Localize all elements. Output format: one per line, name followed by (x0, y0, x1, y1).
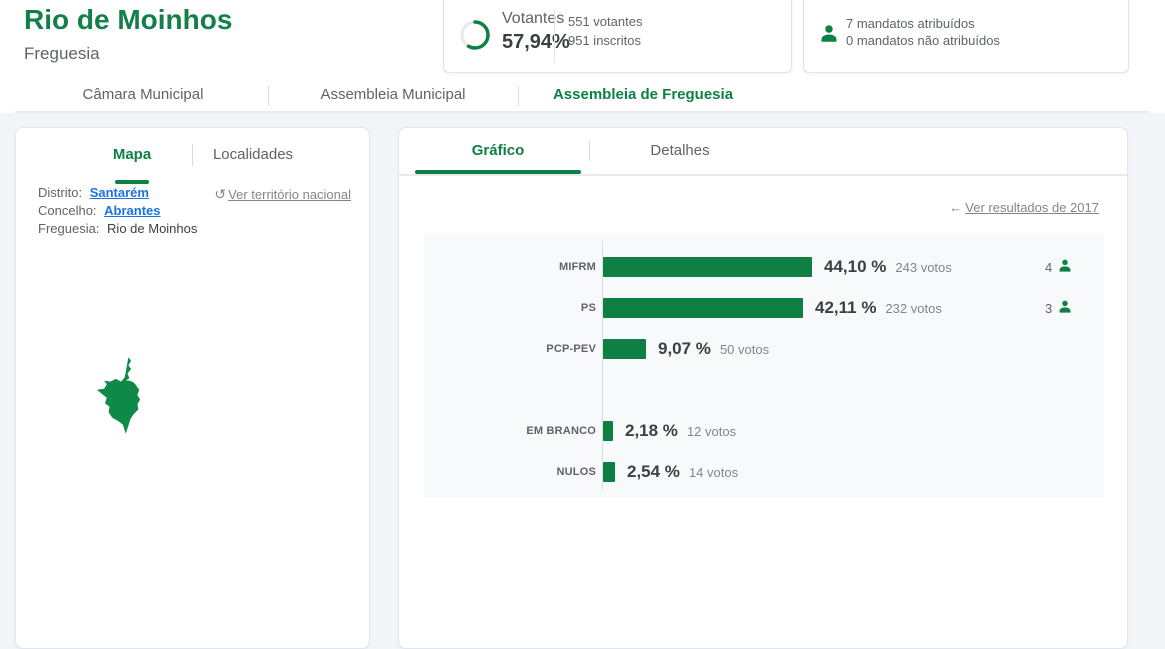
turnout-details: 551 votantes 951 inscritos (568, 12, 642, 50)
result-bar[interactable] (603, 421, 613, 441)
bar-values: 44,10 % 243 votos (824, 247, 952, 287)
tabs-baseline (15, 111, 1150, 113)
district-row: Distrito: Santarém (38, 184, 197, 202)
votes-count: 50 votos (719, 341, 770, 357)
party-label: MIFRM (558, 261, 596, 273)
parish-row: Freguesia: Rio de Moinhos (38, 220, 197, 238)
chart-row: PS 42,11 % 232 votos 3 (424, 288, 1104, 328)
municipality-row: Concelho: Abrantes (38, 202, 197, 220)
tabs-baseline (399, 174, 1127, 176)
tab-divider (268, 86, 269, 106)
turnout-percent: 57,94% (502, 31, 570, 53)
bar-values: 2,18 % 12 votos (625, 411, 736, 451)
location-breadcrumb: Distrito: Santarém Concelho: Abrantes Fr… (38, 184, 197, 238)
mandates-unassigned: 0 mandatos não atribuídos (846, 33, 1000, 48)
tab-grafico[interactable]: Gráfico (407, 128, 589, 174)
tab-mapa[interactable]: Mapa (72, 146, 192, 184)
chart-row: EM BRANCO 2,18 % 12 votos (424, 411, 1104, 451)
chart-axis (602, 241, 603, 490)
map-panel: Mapa Localidades Distrito: Santarém Conc… (15, 127, 370, 649)
undo-icon: ↺ (214, 186, 227, 202)
results-2017-label: Ver resultados de 2017 (965, 200, 1099, 215)
results-tabs: Gráfico Detalhes (407, 128, 771, 174)
bar-values: 42,11 % 232 votos (815, 288, 942, 328)
left-arrow-icon: ← (949, 200, 963, 215)
mandates-assigned: 7 mandatos atribuídos (846, 16, 975, 31)
tab-camara-municipal[interactable]: Câmara Municipal (18, 84, 268, 113)
tab-label: Localidades (212, 146, 294, 163)
tab-label: Detalhes (650, 142, 710, 159)
tab-label: Mapa (112, 146, 152, 163)
party-label: PCP-PEV (546, 343, 596, 355)
chart-row: NULOS 2,54 % 14 votos (424, 452, 1104, 492)
votes-count: 232 votos (885, 300, 942, 316)
tab-divider (589, 141, 590, 161)
mandates-details: 7 mandatos atribuídos 0 mandatos não atr… (846, 15, 1000, 49)
bar-values: 2,54 % 14 votos (627, 452, 738, 492)
voters-count: 551 votantes (568, 14, 643, 29)
result-bar[interactable] (603, 257, 812, 277)
tab-localidades[interactable]: Localidades (193, 146, 313, 176)
municipality-link[interactable]: Abrantes (104, 203, 161, 218)
active-tab-underline (115, 180, 149, 184)
votes-count: 12 votos (686, 423, 737, 439)
result-bar[interactable] (603, 298, 803, 318)
map-panel-tabs: Mapa Localidades (16, 144, 369, 184)
chart-row: PCP-PEV 9,07 % 50 votos (424, 329, 1104, 369)
registered-count: 951 inscritos (568, 33, 641, 48)
party-label: EM BRANCO (526, 425, 596, 437)
result-bar[interactable] (603, 339, 646, 359)
person-icon (818, 23, 840, 50)
tab-assembleia-de-freguesia[interactable]: Assembleia de Freguesia (518, 84, 768, 141)
votes-count: 243 votos (895, 259, 952, 275)
parish-map-shape[interactable] (96, 356, 150, 441)
party-label: PS (580, 302, 596, 314)
active-tab-underline (415, 170, 581, 174)
results-2017-link[interactable]: ← Ver resultados de 2017 (949, 200, 1099, 215)
votes-count: 14 votos (688, 464, 739, 480)
party-label: NULOS (556, 466, 596, 478)
parish-label: Freguesia: (38, 221, 100, 236)
person-icon (1057, 299, 1073, 318)
turnout-label: Votantes (502, 10, 565, 27)
tab-divider (192, 144, 193, 166)
tab-label: Gráfico (471, 142, 525, 159)
municipality-label: Concelho: (38, 203, 97, 218)
mandates-card: 7 mandatos atribuídos 0 mandatos não atr… (803, 0, 1129, 73)
result-bar[interactable] (603, 462, 615, 482)
progress-ring-icon (457, 17, 493, 53)
page-title: Rio de Moinhos (24, 4, 233, 35)
bar-values: 9,07 % 50 votos (658, 329, 769, 369)
tab-label: Assembleia de Freguesia (552, 86, 734, 103)
mandates-badge: 4 (1045, 247, 1073, 287)
parish-value: Rio de Moinhos (107, 221, 198, 236)
territory-link[interactable]: ↺ Ver território nacional (214, 186, 351, 203)
district-link[interactable]: Santarém (89, 185, 149, 200)
district-label: Distrito: (38, 185, 83, 200)
tab-detalhes[interactable]: Detalhes (589, 128, 771, 174)
chart-row: MIFRM 44,10 % 243 votos 4 (424, 247, 1104, 287)
percent-value: 9,07 % (658, 339, 711, 358)
results-panel: Gráfico Detalhes ← Ver resultados de 2017… (398, 127, 1128, 649)
percent-value: 42,11 % (815, 298, 877, 317)
results-bar-chart: MIFRM 44,10 % 243 votos 4 PS 42,11 % 232 votos… (424, 233, 1104, 498)
main-tabs: Câmara Municipal Assembleia Municipal As… (18, 84, 768, 141)
mandates-number: 3 (1045, 300, 1053, 316)
territory-link-label: Ver território nacional (228, 187, 351, 202)
percent-value: 2,54 % (627, 462, 680, 481)
turnout-card: Votantes 57,94% 551 votantes 951 inscrit… (443, 0, 792, 73)
mandates-number: 4 (1045, 259, 1053, 275)
page-subtitle: Freguesia (24, 44, 100, 63)
person-icon (1057, 258, 1073, 277)
percent-value: 2,18 % (625, 421, 678, 440)
mandates-badge: 3 (1045, 288, 1073, 328)
tab-label: Assembleia Municipal (320, 86, 466, 103)
tab-divider (518, 86, 519, 106)
divider (554, 9, 555, 63)
percent-value: 44,10 % (824, 257, 887, 276)
tab-assembleia-municipal[interactable]: Assembleia Municipal (268, 84, 518, 113)
header: Rio de Moinhos Freguesia Votantes 57,94%… (0, 0, 1165, 141)
tab-label: Câmara Municipal (82, 86, 204, 103)
